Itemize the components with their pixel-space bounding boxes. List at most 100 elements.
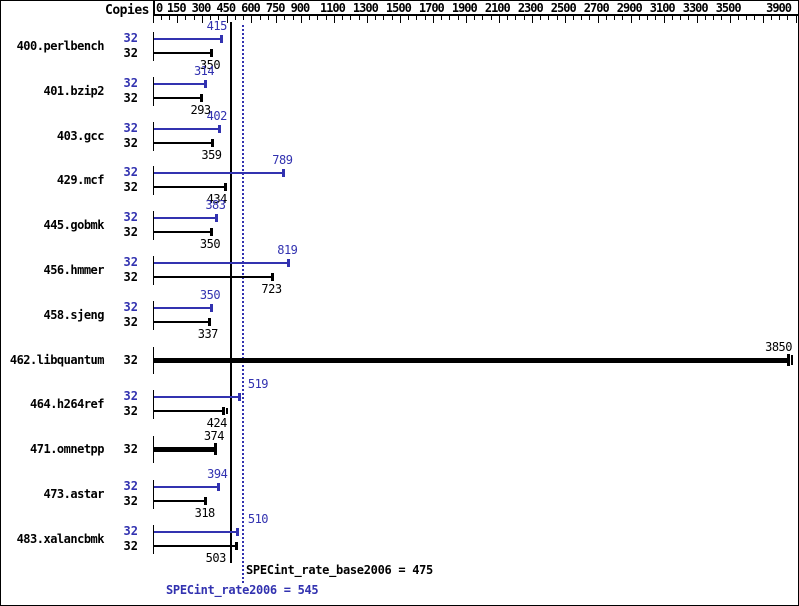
axis-minor-tick: [457, 16, 459, 20]
value-label-peak: 383: [205, 198, 226, 213]
axis-minor-tick: [325, 16, 327, 20]
bar-base: [154, 231, 211, 234]
axis-minor-tick: [622, 16, 624, 20]
summary-base-result: SPECint_rate_base2006 = 475: [246, 563, 433, 577]
axis-minor-tick: [441, 16, 443, 20]
axis-minor-tick: [416, 16, 418, 20]
bar-base: [154, 141, 213, 144]
bar-end-cap: [786, 353, 790, 366]
benchmark-name: 473.astar: [43, 487, 104, 501]
axis-major-tick: [564, 16, 566, 23]
axis-minor-tick: [680, 16, 682, 20]
bar-peak: [154, 172, 284, 175]
axis-tick-label: 900: [290, 1, 311, 15]
axis-minor-tick: [556, 16, 558, 20]
axis-major-tick: [152, 16, 154, 23]
value-label-peak: 519: [247, 377, 269, 392]
copies-count-base: 32: [123, 314, 138, 329]
axis-minor-tick: [234, 16, 236, 20]
bar-base: [154, 544, 236, 547]
value-label-base: 350: [199, 58, 221, 72]
axis-minor-tick: [647, 16, 649, 20]
bar-peak: [154, 262, 289, 264]
copies-count-peak: 32: [123, 479, 138, 493]
bar-base-end-cap: [204, 497, 208, 505]
row-baseline-stub: [153, 76, 154, 106]
axis-minor-tick: [292, 16, 294, 20]
copies-count: 32: [123, 442, 138, 457]
bar-base: [154, 276, 273, 278]
axis-tick-label: 0: [156, 1, 163, 15]
row-baseline-stub: [153, 480, 154, 509]
axis-major-tick: [226, 16, 228, 23]
copies-count-base: 32: [123, 180, 138, 195]
row-baseline-stub: [153, 211, 154, 241]
axis-tick-label: 150: [166, 1, 187, 15]
axis-major-tick: [729, 16, 731, 23]
bar-peak-end-cap: [287, 259, 291, 267]
axis-tick-label: 300: [191, 1, 212, 15]
bar-peak: [154, 530, 238, 533]
value-label-peak: 789: [272, 153, 293, 168]
axis-minor-tick: [721, 16, 723, 20]
axis-minor-tick: [210, 16, 212, 20]
axis-minor-tick: [614, 16, 616, 20]
axis-minor-tick: [523, 16, 525, 20]
axis-minor-tick: [185, 16, 187, 20]
bar-base: [154, 96, 202, 99]
row-baseline-stub: [153, 524, 154, 554]
axis-major-tick: [597, 16, 599, 23]
bar-peak-end-cap: [218, 124, 222, 133]
axis-minor-tick: [317, 16, 319, 20]
bar-peak: [154, 82, 205, 85]
bar-base-end-cap: [209, 49, 213, 57]
axis-minor-tick: [704, 16, 706, 20]
axis-minor-tick: [408, 16, 410, 20]
axis-tick-label: 3300: [682, 1, 709, 15]
axis-major-tick: [762, 16, 764, 23]
axis-minor-tick: [737, 16, 739, 20]
copies-count-peak: 32: [123, 389, 138, 404]
bar-base-end-cap-second: [225, 408, 228, 415]
axis-major-tick: [201, 16, 203, 23]
axis-minor-tick: [474, 16, 476, 20]
copies-count-peak: 32: [123, 75, 138, 90]
copies-count-peak: 32: [123, 120, 138, 135]
axis-tick-label: 1300: [352, 1, 379, 15]
axis-tick-label: 3100: [649, 1, 676, 15]
axis-minor-tick: [482, 16, 484, 20]
bar-base-peak-equal: [154, 447, 215, 453]
bar-peak-end-cap: [236, 527, 240, 536]
row-baseline-stub: [153, 300, 154, 330]
value-label-base: 318: [194, 506, 216, 520]
copies-count-base: 32: [123, 538, 138, 553]
summary-peak-result: SPECint_rate2006 = 545: [166, 583, 319, 597]
bar-peak: [154, 127, 220, 130]
value-label-base: 434: [206, 192, 228, 207]
axis-minor-tick: [787, 16, 789, 20]
axis-major-tick: [276, 16, 278, 23]
axis-tick-label: 2700: [583, 1, 610, 15]
axis-major-tick: [663, 16, 665, 23]
benchmark-name: 401.bzip2: [43, 83, 104, 98]
axis-minor-tick: [350, 16, 352, 20]
copies-count-peak: 32: [123, 210, 138, 225]
benchmark-name: 429.mcf: [56, 173, 105, 188]
axis-minor-tick: [259, 16, 261, 20]
copies-column-header: Copies: [105, 3, 149, 18]
benchmark-name: 445.gobmk: [43, 218, 104, 233]
benchmark-name: 483.xalancbmk: [16, 531, 105, 546]
copies-count-peak: 32: [123, 299, 138, 314]
axis-minor-tick: [168, 16, 170, 20]
benchmark-name: 403.gcc: [56, 128, 105, 143]
axis-minor-tick: [770, 16, 772, 20]
value-label-peak: 402: [206, 108, 228, 123]
value-label-peak: 394: [207, 467, 228, 481]
bar-peak-end-cap: [220, 35, 224, 43]
axis-minor-tick: [713, 16, 715, 20]
axis-minor-tick: [671, 16, 673, 20]
row-baseline-stub: [153, 256, 154, 285]
bar-end-cap: [213, 443, 217, 456]
axis-minor-tick: [218, 16, 220, 20]
